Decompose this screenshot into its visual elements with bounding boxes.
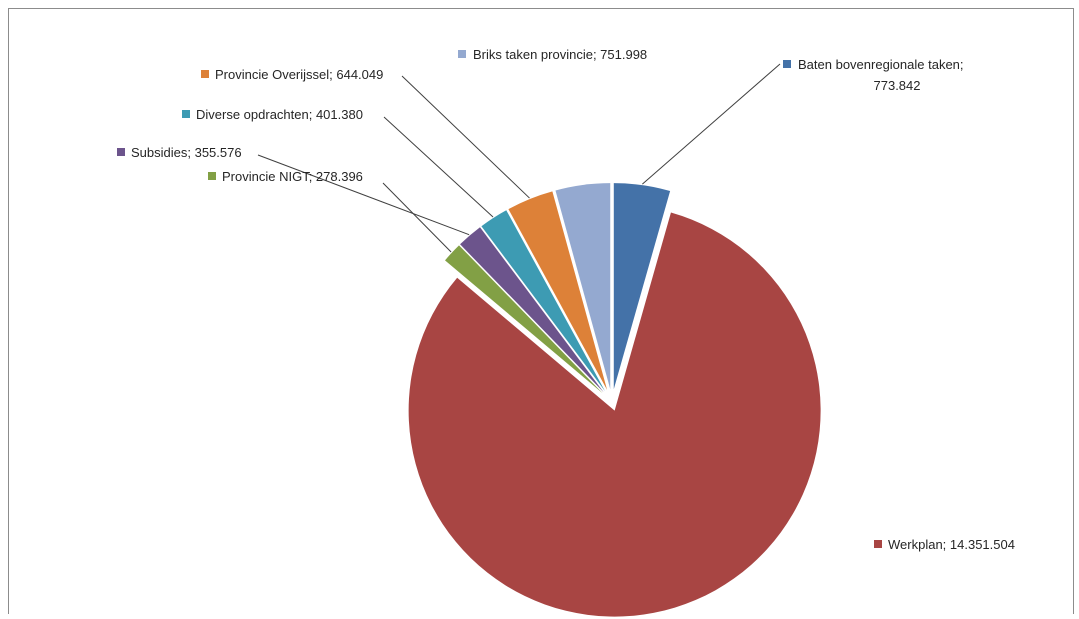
label-briks-taken-provincie: Briks taken provincie; 751.998 <box>473 47 647 62</box>
legend-key-provincie-nigt <box>208 172 216 180</box>
leader-line-diverse-opdrachten <box>383 116 494 218</box>
label-provincie-overijssel: Provincie Overijssel; 644.049 <box>215 67 383 82</box>
slice-subsidies <box>460 227 604 393</box>
leader-line-baten-bovenregionale-taken <box>642 63 781 185</box>
slice-provincie-overijssel <box>508 191 608 390</box>
legend-key-subsidies <box>117 148 125 156</box>
labels-layer: Baten bovenregionale taken; 773.842 Brik… <box>117 47 1015 552</box>
label-diverse-opdrachten: Diverse opdrachten; 401.380 <box>196 107 363 122</box>
label-subsidies: Subsidies; 355.576 <box>131 145 242 160</box>
label-werkplan: Werkplan; 14.351.504 <box>888 537 1015 552</box>
slice-baten-bovenregionale-taken <box>613 183 671 390</box>
legend-key-diverse-opdrachten <box>182 110 190 118</box>
label-provincie-nigt: Provincie NIGT; 278.396 <box>222 169 363 184</box>
label-baten-bovenregionale-taken-value: 773.842 <box>874 78 921 93</box>
leader-line-provincie-nigt <box>382 182 452 253</box>
legend-key-baten-bovenregionale-taken <box>783 60 791 68</box>
legend-key-werkplan <box>874 540 882 548</box>
leader-line-subsidies <box>257 154 470 236</box>
slice-werkplan <box>408 212 821 617</box>
leader-line-provincie-overijssel <box>401 75 530 199</box>
legend-key-briks-taken-provincie <box>458 50 466 58</box>
legend-key-provincie-overijssel <box>201 70 209 78</box>
leader-lines-layer <box>257 63 781 253</box>
slice-diverse-opdrachten <box>481 210 605 392</box>
label-baten-bovenregionale-taken: Baten bovenregionale taken; <box>798 57 964 72</box>
slice-provincie-nigt <box>445 245 603 394</box>
slices-layer <box>408 183 821 617</box>
slice-briks-taken-provincie <box>555 183 611 390</box>
